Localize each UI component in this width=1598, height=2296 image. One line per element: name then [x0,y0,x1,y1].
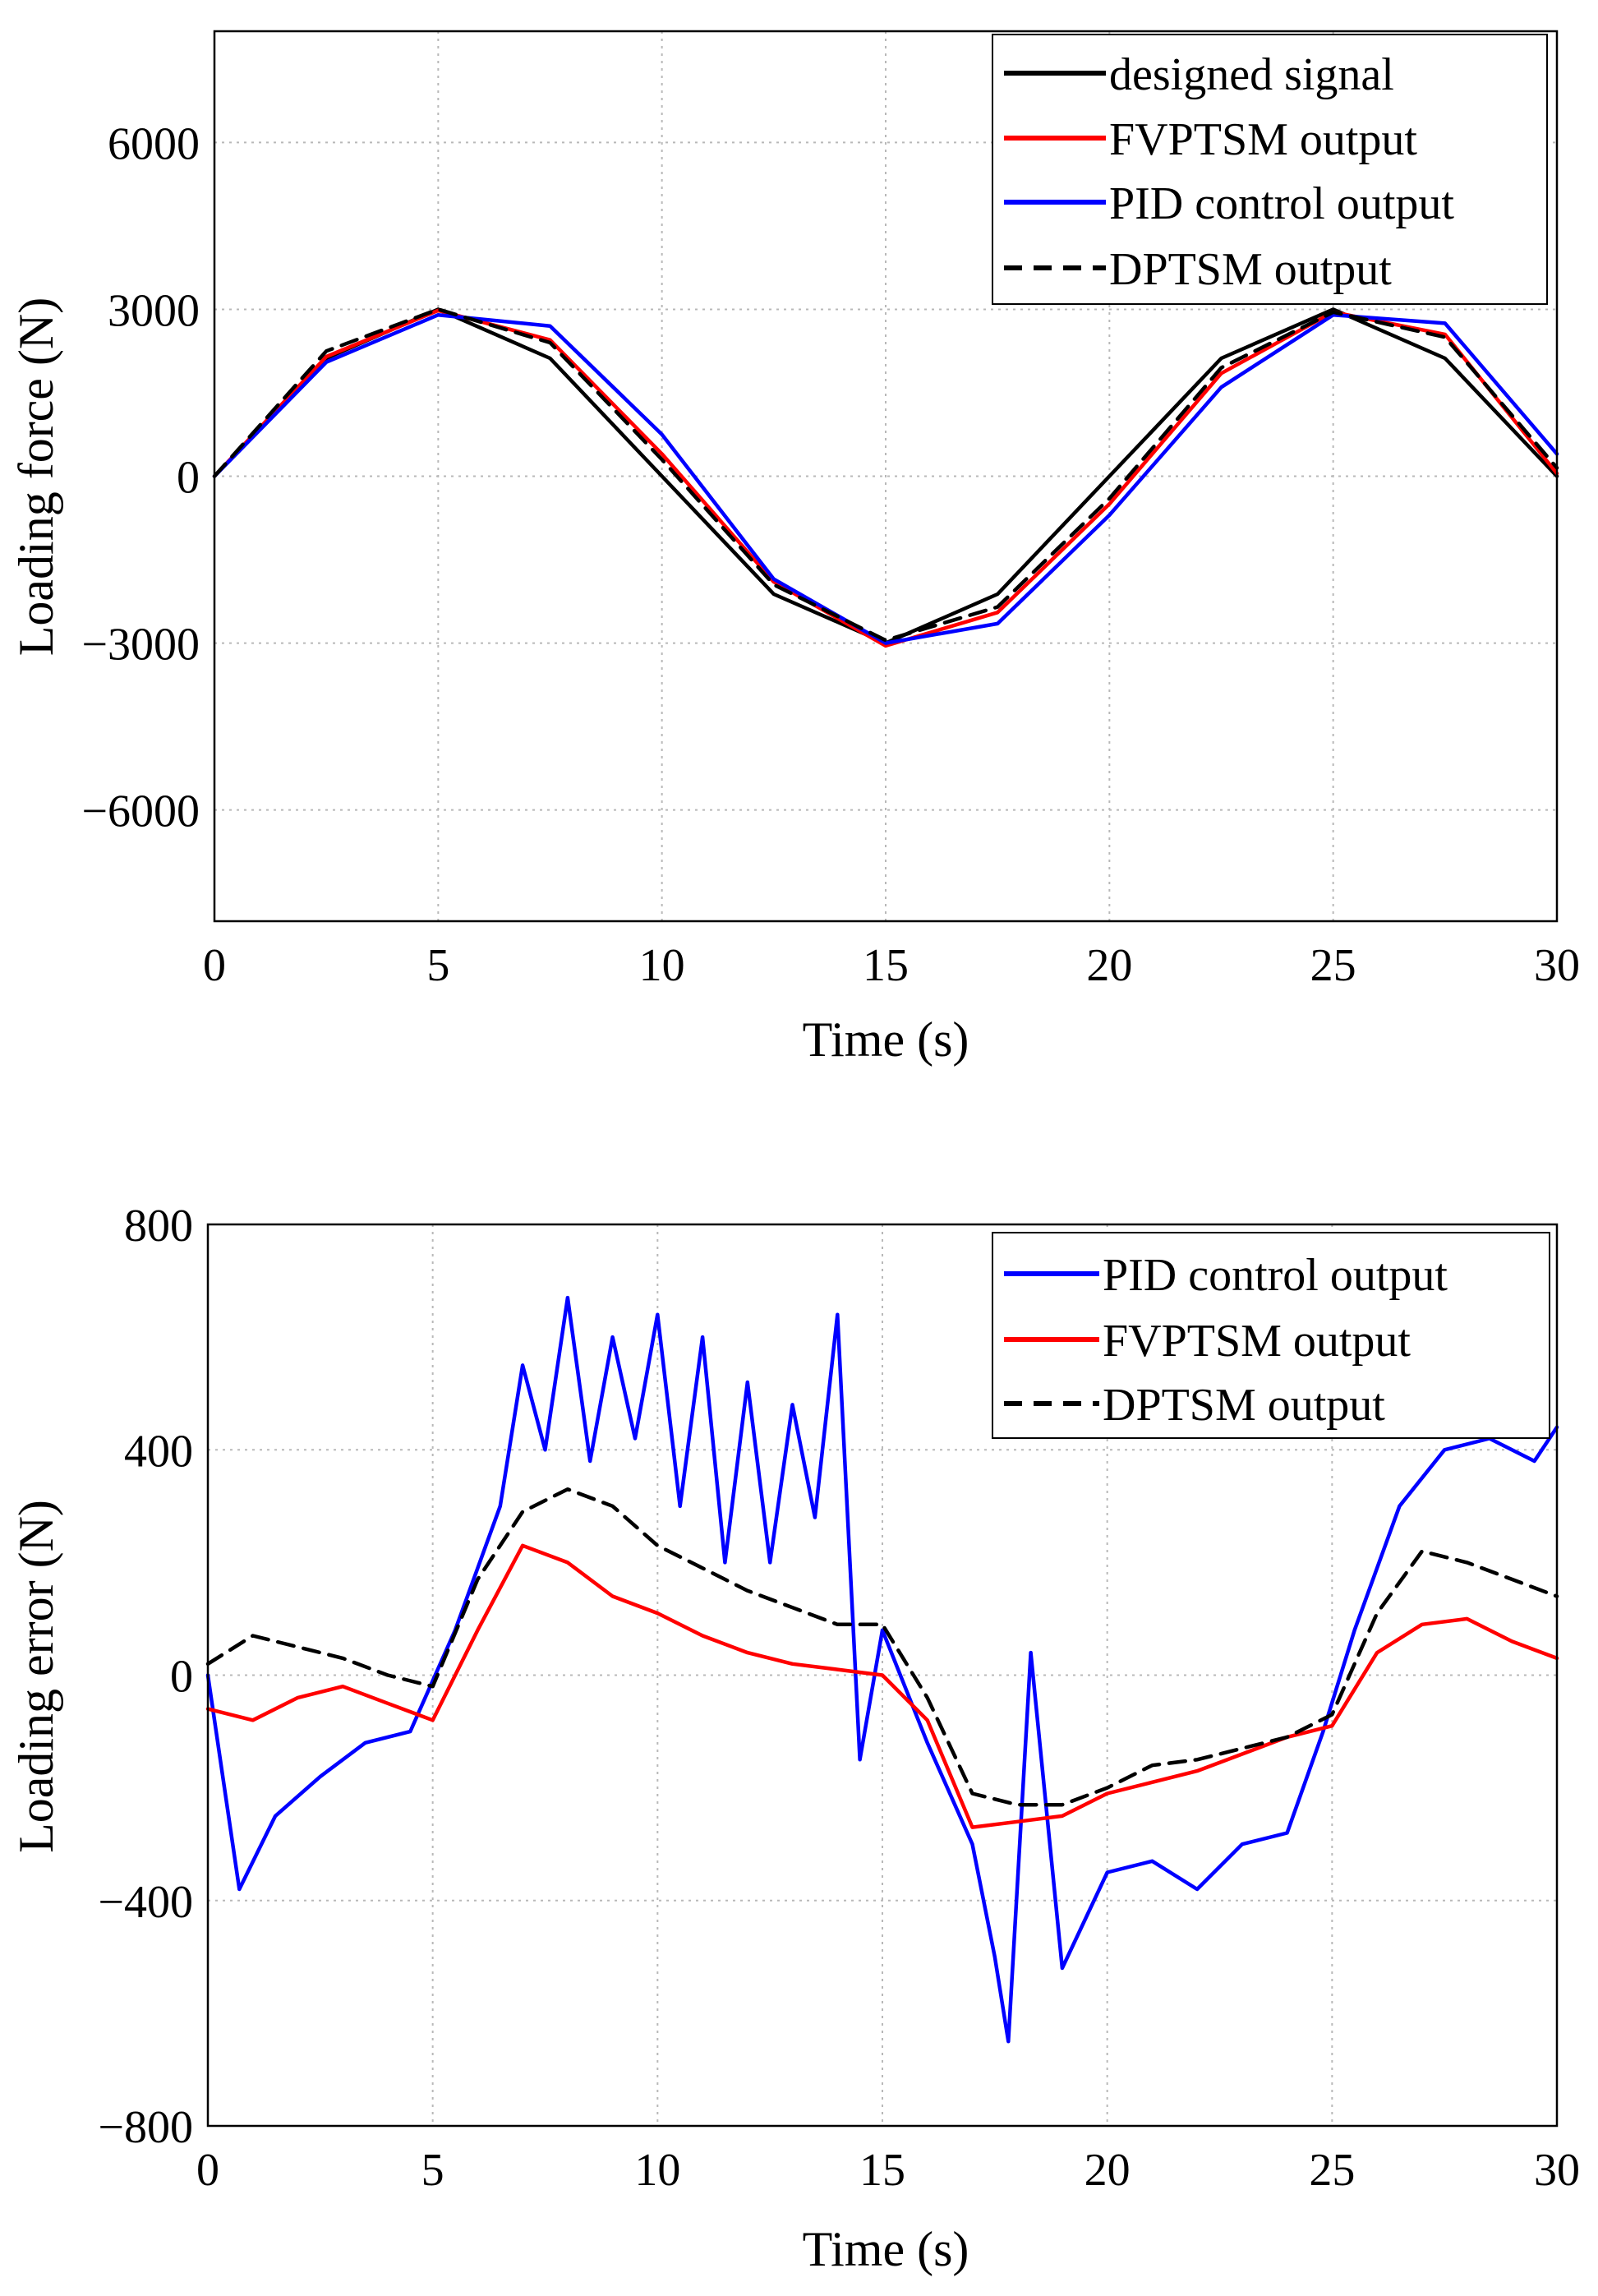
y-tick-label: −800 [98,2102,193,2153]
series-line-dptsm-output [205,1487,1559,1807]
legend-box [992,34,1548,305]
x-tick-label: 5 [421,2145,444,2196]
series-line-fvptsm-output [205,1543,1559,1829]
legend-box [992,1232,1550,1439]
x-tick-label: 0 [196,2145,219,2196]
plot-frame [213,30,1559,923]
x-tick-labels: 0 5 10 15 20 25 30 [203,940,1580,991]
y-tick-label: −400 [98,1877,193,1928]
y-axis-label: Loading force (N) [9,297,63,656]
series-line-pid-control-output [212,312,1559,645]
x-tick-label: 20 [1085,2145,1131,2196]
y-tick-label: 3000 [108,285,200,336]
legend-label-fvptsm-output: FVPTSM output [1103,1316,1411,1367]
x-tick-label: 30 [1534,2145,1580,2196]
legend: PID control output FVPTSM output DPTSM o… [992,1232,1550,1439]
legend-label-pid-control-output: PID control output [1109,178,1454,229]
x-tick-label: 30 [1534,940,1580,991]
series-line-dptsm-output [212,307,1559,643]
x-tick-labels: 0 5 10 15 20 25 30 [196,2145,1580,2196]
y-tick-label: 800 [124,1201,193,1252]
plot-frame [206,1223,1559,2128]
x-tick-label: 25 [1310,940,1356,991]
x-tick-label: 5 [426,940,449,991]
legend-label-designed-signal: designed signal [1109,49,1394,100]
x-tick-label: 10 [634,2145,680,2196]
x-tick-label: 10 [639,940,685,991]
x-tick-label: 15 [859,2145,905,2196]
y-tick-label: −6000 [81,786,200,837]
x-tick-label: 0 [203,940,226,991]
loading-force-chart: 0 5 10 15 20 25 30 6000 3000 0 −3000 −6000 Time (s… [9,30,1580,1067]
plot-lines [212,307,1559,648]
y-tick-label: 6000 [108,118,200,169]
x-tick-label: 15 [863,940,909,991]
y-tick-label: 0 [177,453,200,504]
legend-label-pid-control-output: PID control output [1103,1250,1448,1301]
legend-label-dptsm-output: DPTSM output [1103,1380,1385,1431]
y-tick-label: 400 [124,1426,193,1477]
loading-error-chart: 0 5 10 15 20 25 30 800 400 0 −400 −800 Time (s) Lo… [9,1201,1580,2276]
x-tick-label: 25 [1309,2145,1355,2196]
y-tick-label: −3000 [81,620,200,671]
y-axis-label: Loading error (N) [9,1500,63,1853]
x-axis-label: Time (s) [803,2222,969,2276]
legend-label-fvptsm-output: FVPTSM output [1109,114,1417,165]
plot-lines [205,1295,1559,2044]
legend-label-dptsm-output: DPTSM output [1109,244,1392,295]
x-axis-label: Time (s) [803,1012,969,1067]
y-tick-labels: 6000 3000 0 −3000 −6000 [81,118,200,837]
legend: designed signal FVPTSM output PID contro… [992,34,1548,305]
series-line-pid-control-output [205,1295,1559,2044]
y-tick-labels: 800 400 0 −400 −800 [98,1201,193,2153]
y-tick-label: 0 [170,1652,193,1703]
x-tick-label: 20 [1086,940,1132,991]
